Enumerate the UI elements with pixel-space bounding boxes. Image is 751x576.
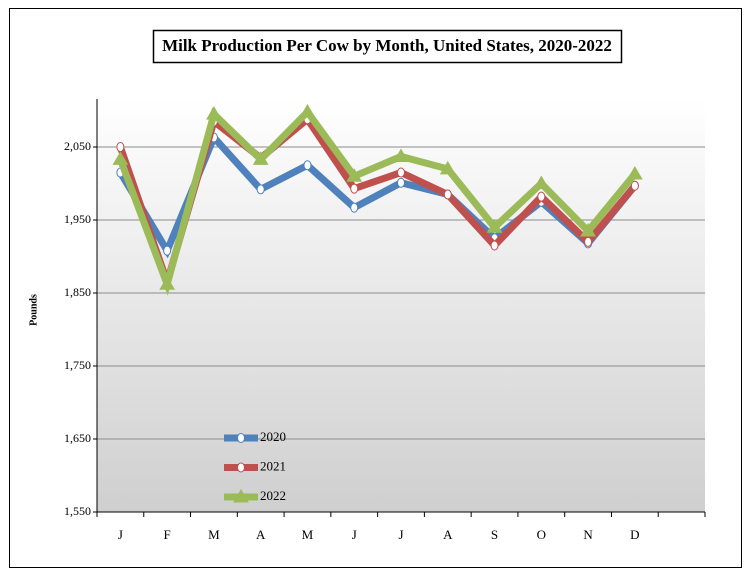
x-tick-label: J [352,527,357,542]
data-point [393,148,409,162]
legend-marker [237,433,245,443]
x-tick-label: O [537,527,546,542]
x-tick-label: A [443,527,453,542]
chart-title: Milk Production Per Cow by Month, United… [162,36,612,55]
legend-marker [237,462,245,473]
y-tick-label: 1,850 [64,285,91,299]
data-point [350,202,359,213]
data-point [630,180,639,191]
data-point [533,175,550,189]
data-point [159,276,176,290]
data-point [112,151,129,165]
data-point [580,222,596,237]
data-point [537,191,546,202]
data-point [443,189,452,200]
data-point [116,142,125,152]
data-point [163,245,172,256]
data-point [439,160,456,175]
data-point [397,167,405,178]
x-tick-label: F [164,527,171,542]
x-tick-label: J [398,527,403,542]
data-point [303,160,312,171]
legend-marker [233,489,249,503]
y-tick-label: 1,950 [64,212,91,226]
y-tick-label: 1,750 [64,358,91,372]
y-tick-label: 2,050 [64,139,91,153]
x-tick-label: D [630,527,639,542]
title-box [152,29,623,64]
data-point [299,103,316,118]
x-tick-label: N [583,527,593,542]
series-line [117,106,638,296]
data-point [626,166,643,180]
x-tick-label: M [302,527,314,542]
x-tick-label: M [208,527,220,542]
y-axis-label: Pounds [28,294,39,326]
x-tick-label: J [118,527,123,542]
data-point [256,184,265,195]
x-tick-label: S [491,527,498,542]
x-tick-label: A [256,527,266,542]
data-point [486,219,503,233]
legend-label: 2022 [260,488,286,503]
data-point [397,177,405,188]
y-tick-label: 1,550 [64,504,91,518]
data-point [252,151,269,165]
data-point [490,240,499,251]
legend-label: 2020 [260,429,286,444]
legend-label: 2021 [260,458,286,473]
data-point [346,168,363,182]
y-tick-label: 1,650 [64,431,91,445]
data-point [206,106,222,120]
data-point [350,183,359,194]
data-point [584,236,593,247]
